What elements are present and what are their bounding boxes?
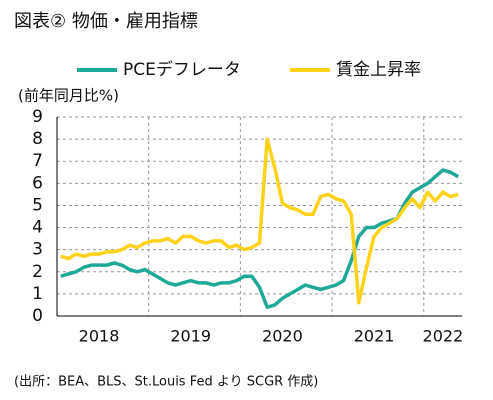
x-tick-label: 2021 <box>354 327 395 346</box>
legend-label: 賃金上昇率 <box>336 60 421 80</box>
y-axis-label: (前年同月比%) <box>18 87 119 105</box>
x-tick-label: 2019 <box>170 327 211 346</box>
y-tick-label: 1 <box>32 284 43 304</box>
y-tick-label: 9 <box>32 107 43 127</box>
y-tick-label: 4 <box>32 218 43 238</box>
y-tick-label: 3 <box>32 240 43 260</box>
y-tick-label: 2 <box>32 262 43 282</box>
chart-title: 図表② 物価・雇用指標 <box>14 11 198 32</box>
y-tick-label: 6 <box>32 173 43 193</box>
legend-label: PCEデフレータ <box>123 59 241 80</box>
x-tick-label: 2020 <box>262 327 303 346</box>
x-tick-label: 2018 <box>79 327 120 346</box>
source-note: (出所：BEA、BLS、St.Louis Fed より SCGR 作成) <box>14 375 318 390</box>
series-line <box>60 137 459 305</box>
y-tick-label: 5 <box>32 195 43 215</box>
y-tick-label: 8 <box>32 129 43 149</box>
y-tick-label: 0 <box>32 306 43 326</box>
y-tick-label: 7 <box>32 151 43 171</box>
x-tick-label: 2022 <box>423 327 464 346</box>
